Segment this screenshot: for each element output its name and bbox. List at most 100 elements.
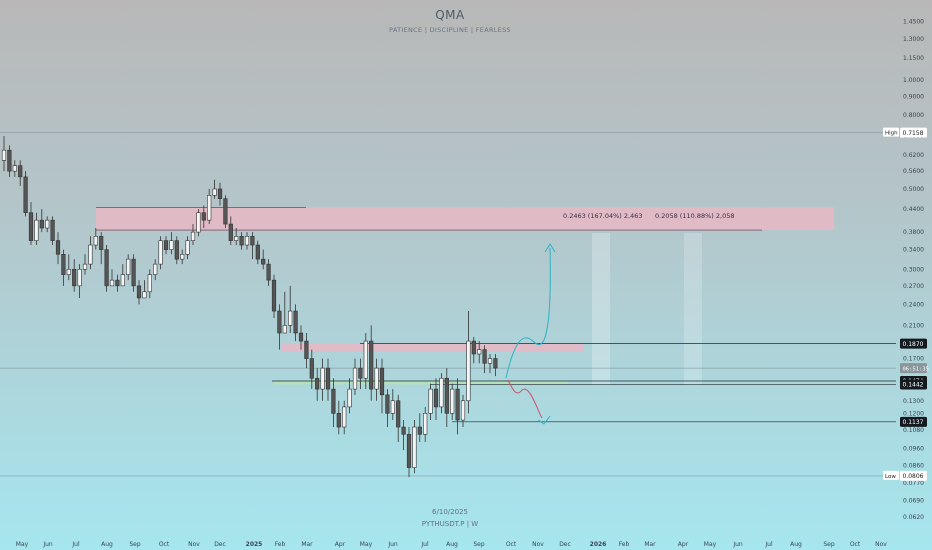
x-tick-label: May [16,541,29,548]
x-tick-label: Sep [129,541,141,548]
y-tick-label: 0.2700 [903,283,924,290]
candle [466,311,471,414]
candle-body [77,268,82,287]
y-tick-label: 0.0620 [903,514,924,521]
candle-body [120,274,125,287]
candle [88,236,93,270]
candle-body [390,400,395,414]
candle [363,333,368,390]
candle-body [412,426,417,468]
candle-body [379,367,385,396]
candle [185,236,190,260]
y-tick-label: 1.4500 [903,19,924,26]
candle [104,245,109,292]
candle [39,209,44,233]
candle-body [99,236,104,250]
candle [169,232,174,255]
candle-body [250,236,255,246]
candle-body [169,240,174,250]
candle [7,145,12,177]
price-label-box [900,127,927,138]
candle-body [153,263,158,275]
y-tick-label: 0.0770 [903,480,924,487]
y-tick-label: 0.2100 [903,322,924,329]
x-tick-label: Jul [764,541,773,548]
candle [126,254,131,281]
x-tick-label: May [360,541,373,548]
y-tick-label: 0.0960 [903,445,924,452]
candle [142,280,147,299]
candle [72,259,77,292]
candle [433,378,439,421]
price-label-box [900,470,927,481]
candle-body [50,219,55,241]
candle-body [455,388,460,421]
candle-body [158,240,163,265]
candle-body [93,236,98,246]
price-tag-label: High [885,131,898,137]
candle [460,394,466,428]
candle-body [466,340,471,402]
candle-body [358,367,363,379]
candle-body [55,240,61,255]
x-tick-label: Nov [875,541,887,548]
candle-body [325,367,331,390]
price-label-value: 0.1442 [903,382,924,389]
candle [163,236,169,255]
y-tick-label: 0.1080 [903,427,924,434]
candle [82,254,88,275]
candle-body [396,400,401,428]
candle [396,394,401,442]
price-tag-low [883,470,899,480]
candle [217,182,223,206]
x-tick-label: Oct [159,541,170,548]
candle [196,209,201,237]
bullish-projection-arrow [505,247,551,379]
candle-body [239,236,244,246]
measure-annotation: 0.2058 (110.88%) 2,058 [655,212,734,220]
candle [12,160,17,177]
candle-body [320,367,325,390]
candle-body [336,413,341,428]
candle-body [72,268,77,287]
y-tick-label: 0.4400 [903,206,924,213]
candle-body [201,212,206,221]
x-tick-label: Sep [473,541,485,548]
candle-body [126,258,131,275]
candle [266,259,271,286]
candle-body [1,149,7,161]
candle [315,368,320,401]
candle-body [482,349,487,364]
candle [406,427,412,478]
candle-body [217,188,223,200]
y-tick-label: 1.0000 [903,77,924,84]
y-tick-label: 0.3000 [903,266,924,273]
candle [444,368,449,428]
price-label-box [900,416,927,427]
candle-body [298,332,304,342]
candle [385,389,390,428]
candle-body [82,263,88,270]
candle-body [255,244,260,260]
price-tag-label: Low [885,474,896,480]
candle [93,228,98,250]
candle [55,232,61,265]
price-label-value: 0.1137 [903,419,924,426]
candle [401,420,406,451]
candle [455,378,460,435]
candle-body [342,406,347,428]
x-tick-label: Dec [559,541,571,548]
projection-column [592,233,610,385]
x-tick-label: Feb [619,541,630,548]
candle [136,280,142,305]
candle [369,325,374,401]
candle [180,249,185,265]
candle-body [385,394,390,414]
candle-body [28,212,34,241]
candle-body [234,236,239,241]
y-tick-label: 1.1500 [903,55,924,62]
candle-body [277,310,282,334]
